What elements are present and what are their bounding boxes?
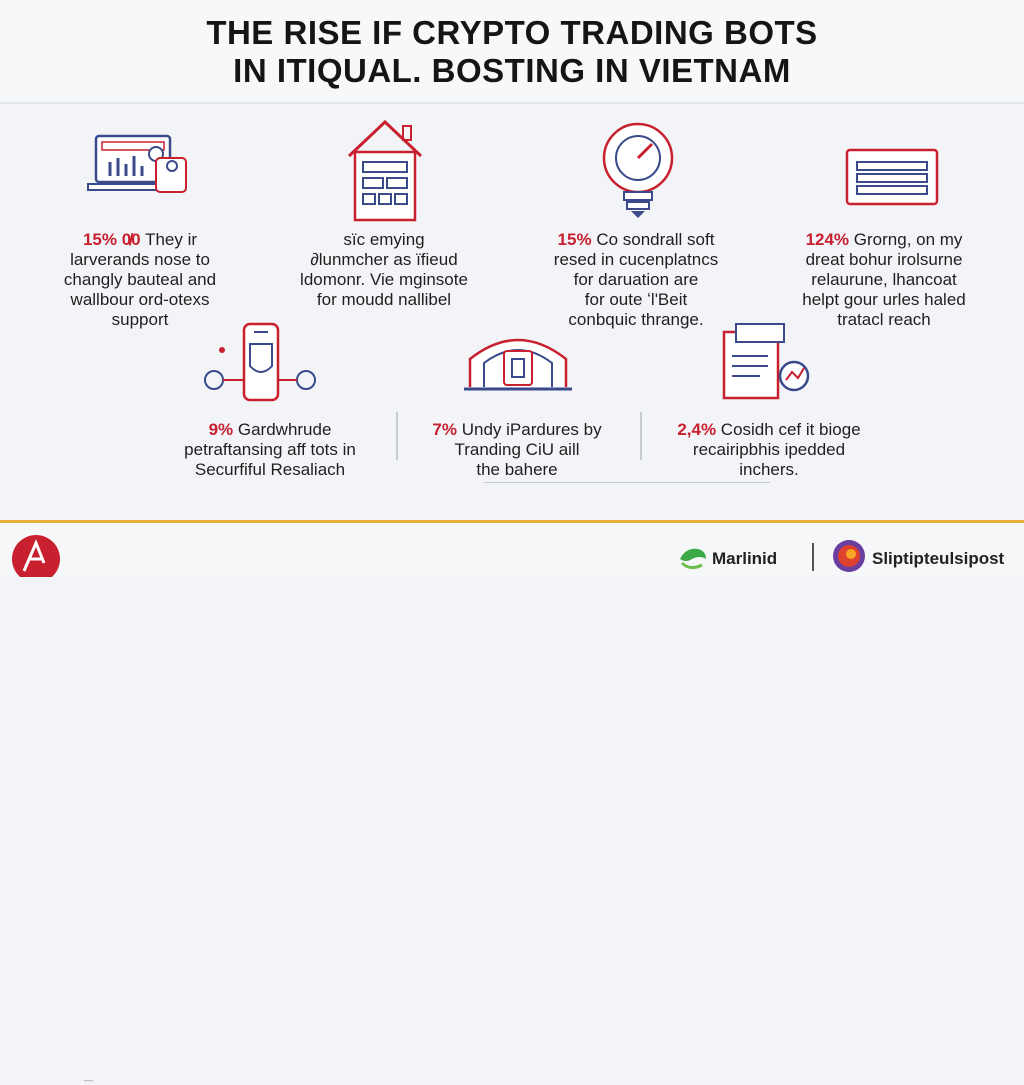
stat-card-2: sïc emying ∂lunmcher as ïfieud ldomonr. … (284, 230, 484, 310)
lightbulb-gauge-icon (602, 122, 674, 218)
stat-text: the bahere (476, 460, 558, 479)
stat-text: conbquic thrange. (568, 310, 704, 329)
stat-text: for oute ʻl'Beit (584, 290, 688, 309)
stat-text: They ir (145, 230, 198, 249)
stat-text: tratacl reach (837, 310, 931, 329)
stat-card-4: 124% Grorng, on my dreat bohur irolsurne… (784, 230, 984, 330)
stat-value: 15% 0̸0 (82, 230, 141, 249)
stat-text: support (111, 310, 169, 329)
stat-card-7-line-1: 2,4% Cosidh cef it bioge (654, 420, 884, 440)
stat-text: Grorng, on my (853, 230, 963, 249)
title-line-2: IN ITIQUAL. BOSTING IN VIETNAM (233, 52, 791, 89)
footer: — Marlinid Sliptipteulsipost (0, 523, 1024, 1085)
stat-card-1-line-1: 15% 0̸0 They ir (40, 230, 240, 250)
stat-text: recairipbhis ipedded (692, 440, 846, 459)
stat-card-1: 15% 0̸0 They ir larverands nose to chang… (40, 230, 240, 330)
stat-text: ∂lunmcher as ïfieud (310, 250, 458, 269)
stat-value: 124% (805, 230, 850, 249)
stat-value: 2,4% (677, 420, 717, 439)
stat-card-6-line-1: 7% Undy iPardures by (412, 420, 622, 440)
dashboard-monitor-icon (87, 134, 187, 193)
stat-text: dreat bohur irolsurne (805, 250, 963, 269)
logo-icon (12, 535, 60, 577)
stat-text: wallbour ord-otexs (70, 290, 210, 309)
stat-text: Securfiful Resaliach (194, 460, 346, 479)
stat-value: 7% (432, 420, 457, 439)
stat-text: petraftansing aff tots in (184, 440, 356, 459)
footer-small-text: — (84, 1075, 93, 1085)
stat-text: Undy iPardures by (461, 420, 602, 439)
brand-marlinid: Marlinid (712, 549, 778, 568)
stat-card-4-line-1: 124% Grorng, on my (784, 230, 984, 250)
stat-text: for moudd nallibel (316, 290, 452, 309)
brand-sliptip: Sliptipteulsipost (872, 549, 1005, 568)
title-line-1: THE RISE IF CRYPTO TRADING BOTS (206, 14, 818, 51)
divider (396, 412, 398, 460)
stat-text: Tranding CiU aill (454, 440, 580, 459)
stat-card-6: 7% Undy iPardures by Tranding CiU aill t… (412, 420, 622, 480)
stat-text: for daruation are (573, 270, 699, 289)
stat-text: changly bauteal and (63, 270, 217, 289)
stat-value: 15% (557, 230, 592, 249)
section-rule (484, 482, 770, 483)
stat-card-3-line-1: 15% Co sondrall soft (536, 230, 736, 250)
stat-text: sïc emying (343, 230, 425, 249)
footer-accent-bar (0, 520, 1024, 523)
stat-card-7: 2,4% Cosidh cef it bioge recairipbhis ip… (654, 420, 884, 480)
stat-text: ldomonr. Vie mginsote (300, 270, 468, 289)
stat-text: resed in cucenplatncs (553, 250, 719, 269)
page-title: THE RISE IF CRYPTO TRADING BOTS IN ITIQU… (0, 14, 1024, 90)
divider (640, 412, 642, 460)
stat-card-5-line-1: 9% Gardwhrude (160, 420, 380, 440)
mobile-phone-shield-icon (204, 322, 316, 402)
stat-card-5: 9% Gardwhrude petraftansing aff tots in … (160, 420, 380, 480)
footer-divider (812, 543, 814, 571)
stat-card-3: 15% Co sondrall soft resed in cucenplatn… (536, 230, 736, 330)
stat-text: inchers. (739, 460, 799, 479)
house-circuit-icon (347, 119, 423, 222)
stat-text: Co sondrall soft (596, 230, 715, 249)
trading-screen-icon (845, 148, 939, 206)
bank-vault-icon (464, 338, 572, 391)
stat-value: 9% (208, 420, 234, 439)
header: THE RISE IF CRYPTO TRADING BOTS IN ITIQU… (0, 0, 1024, 104)
document-chart-icon (722, 323, 810, 400)
stat-text: Gardwhrude (237, 420, 332, 439)
stat-text: Cosidh cef it bioge (720, 420, 861, 439)
marlinid-logo-icon (680, 548, 706, 570)
stat-text: helpt gour urles haled (802, 290, 966, 309)
stat-text: relaurune, lhancoat (811, 270, 957, 289)
sliptip-logo-icon (833, 540, 865, 572)
stat-text: larverands nose to (70, 250, 210, 269)
